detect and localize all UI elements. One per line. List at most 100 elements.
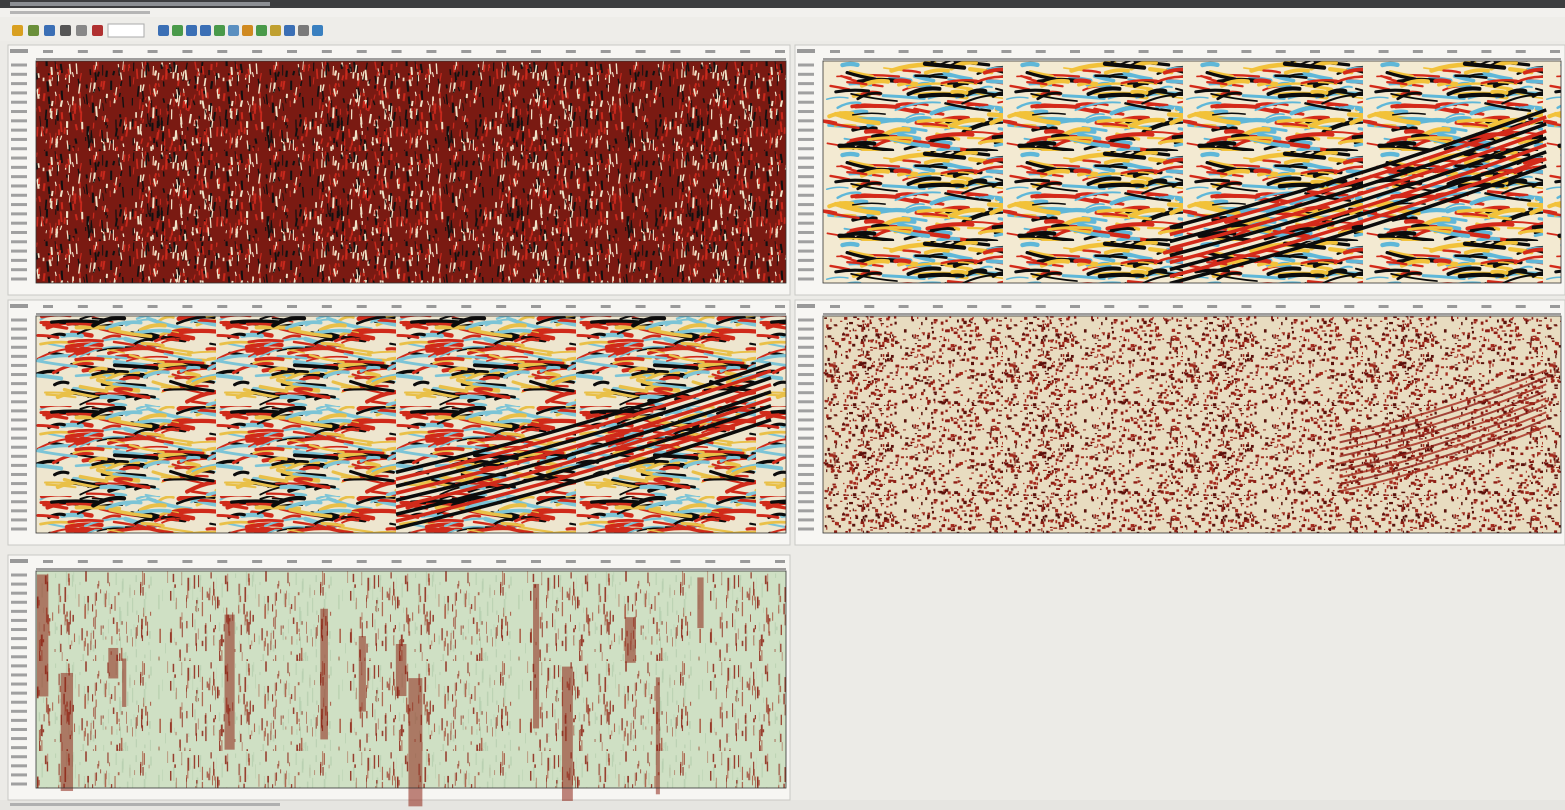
toolbar-input[interactable] (108, 24, 144, 37)
axis-label-placeholder (11, 129, 27, 132)
seismic-panel[interactable] (8, 555, 790, 806)
ruler-label-placeholder (1070, 305, 1080, 308)
axis-label-placeholder (11, 437, 27, 440)
axis-label-placeholder (798, 91, 814, 94)
ruler-label-placeholder (933, 50, 943, 53)
axis-label-placeholder (11, 212, 27, 215)
axis-label-placeholder (11, 746, 27, 749)
anomaly-streak (225, 615, 235, 750)
ruler-label-placeholder (1173, 50, 1183, 53)
ruler-label-placeholder (461, 305, 471, 308)
axis-label-placeholder (798, 110, 814, 113)
toolbar-icon[interactable] (44, 25, 55, 36)
toolbar-icon[interactable] (60, 25, 71, 36)
ruler-label-placeholder (601, 50, 611, 53)
axis-label-placeholder (11, 673, 27, 676)
toolbar-icon[interactable] (158, 25, 169, 36)
axis-label-placeholder (11, 373, 27, 376)
status-text-placeholder (10, 803, 280, 806)
ruler-label-placeholder (1379, 50, 1389, 53)
toolbar-icon[interactable] (270, 25, 281, 36)
ruler-label-placeholder (899, 305, 909, 308)
axis-label-placeholder (11, 382, 27, 385)
ruler-label-placeholder (531, 305, 541, 308)
ruler-label-placeholder (426, 305, 436, 308)
axis-label-placeholder (11, 619, 27, 622)
toolbar-icon[interactable] (256, 25, 267, 36)
toolbar-icon[interactable] (298, 25, 309, 36)
axis-label-placeholder (798, 418, 814, 421)
axis-label-placeholder (798, 319, 814, 322)
axis-label-placeholder (798, 491, 814, 494)
axis-label-placeholder (798, 482, 814, 485)
ruler-label-placeholder (775, 50, 785, 53)
axis-label-placeholder (798, 400, 814, 403)
axis-label-placeholder (11, 518, 27, 521)
axis-label-placeholder (798, 73, 814, 76)
axis-label-placeholder (11, 110, 27, 113)
ruler-label-placeholder (496, 305, 506, 308)
axis-label-placeholder (11, 91, 27, 94)
ruler-label-placeholder (1104, 50, 1114, 53)
axis-label-placeholder (11, 337, 27, 340)
seismic-panel[interactable] (795, 45, 1565, 295)
seismic-section[interactable] (36, 61, 786, 283)
title-text-placeholder (10, 2, 270, 6)
axis-label-placeholder (11, 574, 27, 577)
seismic-panel[interactable] (795, 300, 1565, 545)
seismic-panel[interactable] (8, 45, 790, 295)
toolbar-icon[interactable] (186, 25, 197, 36)
ruler-label-placeholder (864, 50, 874, 53)
toolbar-icon[interactable] (284, 25, 295, 36)
axis-label-placeholder (798, 259, 814, 262)
anomaly-streak (533, 584, 539, 729)
ruler-label-placeholder (1344, 305, 1354, 308)
axis-label-placeholder (11, 455, 27, 458)
axis-label-placeholder (11, 710, 27, 713)
axis-label-placeholder (11, 528, 27, 531)
seismic-panel[interactable] (8, 300, 790, 545)
toolbar-icon[interactable] (312, 25, 323, 36)
ruler-label-placeholder (705, 560, 715, 563)
axis-label-placeholder (11, 203, 27, 206)
menu-bar[interactable] (0, 8, 1565, 17)
toolbar-icon[interactable] (76, 25, 87, 36)
axis-label-placeholder (798, 129, 814, 132)
ruler-label-placeholder (1379, 305, 1389, 308)
ruler-label-placeholder (217, 560, 227, 563)
toolbar-icon[interactable] (92, 25, 103, 36)
axis-label-placeholder (798, 194, 814, 197)
toolbar-icon[interactable] (228, 25, 239, 36)
menu-items-placeholder[interactable] (10, 11, 150, 14)
anomaly-streak (108, 648, 118, 679)
axis-label-placeholder (11, 692, 27, 695)
ruler-label-placeholder (864, 305, 874, 308)
toolbar-icon[interactable] (28, 25, 39, 36)
toolbar-icon[interactable] (214, 25, 225, 36)
ruler-label-placeholder (1516, 50, 1526, 53)
axis-label-placeholder (798, 119, 814, 122)
panel-label-placeholder (10, 304, 28, 308)
ruler-label-placeholder (601, 305, 611, 308)
toolbar-icon[interactable] (200, 25, 211, 36)
seismic-section[interactable] (823, 316, 1561, 533)
axis-label-placeholder (798, 166, 814, 169)
axis-label-placeholder (798, 409, 814, 412)
toolbar-icon[interactable] (12, 25, 23, 36)
toolbar-icon[interactable] (242, 25, 253, 36)
ruler-label-placeholder (967, 305, 977, 308)
ruler-label-placeholder (531, 560, 541, 563)
axis-label-placeholder (11, 364, 27, 367)
axis-label-placeholder (11, 464, 27, 467)
ruler-label-placeholder (670, 305, 680, 308)
ruler-label-placeholder (1001, 50, 1011, 53)
toolbar-icon[interactable] (172, 25, 183, 36)
anomaly-streak (61, 673, 73, 791)
axis-label-placeholder (798, 346, 814, 349)
axis-label-placeholder (11, 231, 27, 234)
axis-label-placeholder (11, 783, 27, 786)
axis-label-placeholder (798, 250, 814, 253)
ruler-label-placeholder (566, 560, 576, 563)
axis-label-placeholder (11, 592, 27, 595)
ruler-label-placeholder (967, 50, 977, 53)
